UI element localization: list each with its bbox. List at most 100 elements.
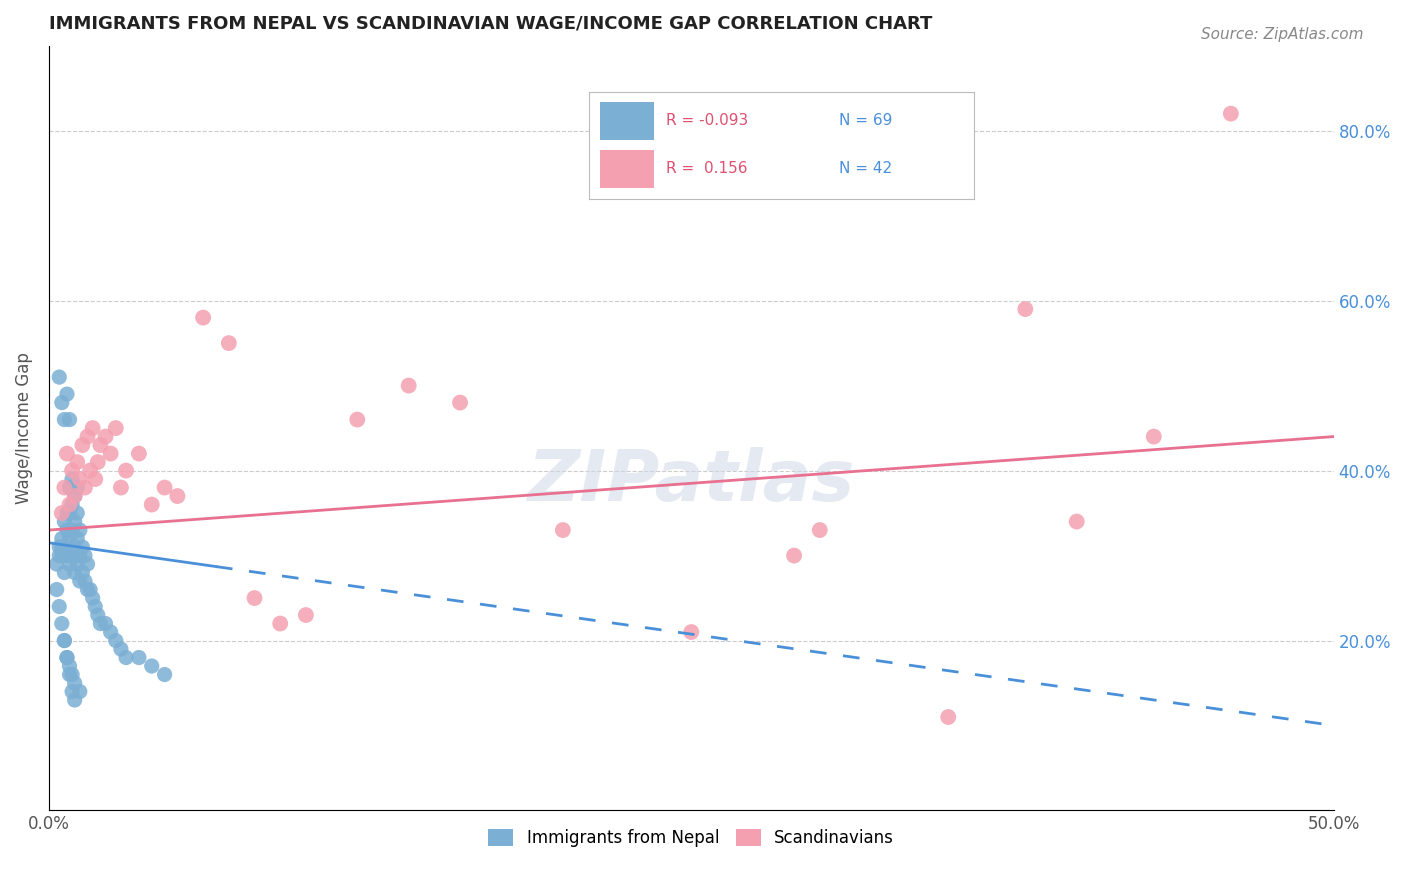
Point: [153, 481, 176, 495]
Point: [51, 532, 73, 546]
Y-axis label: Wage/Income Gap: Wage/Income Gap: [15, 352, 32, 504]
Point: [58, 659, 80, 673]
Point: [79, 464, 101, 478]
Point: [51, 395, 73, 409]
Text: ZIPatlas: ZIPatlas: [527, 447, 855, 516]
Point: [346, 412, 368, 426]
Point: [66, 532, 89, 546]
Point: [48, 370, 70, 384]
Point: [449, 395, 471, 409]
Point: [63, 540, 86, 554]
Point: [808, 523, 831, 537]
Point: [166, 489, 188, 503]
Legend: Immigrants from Nepal, Scandinavians: Immigrants from Nepal, Scandinavians: [479, 821, 903, 855]
Point: [48, 549, 70, 563]
Point: [72, 540, 94, 554]
Point: [191, 310, 214, 325]
Point: [1066, 515, 1088, 529]
Point: [104, 633, 127, 648]
Point: [110, 642, 132, 657]
Point: [84, 599, 107, 614]
Point: [53, 633, 76, 648]
Point: [66, 557, 89, 571]
Point: [681, 625, 703, 640]
Point: [87, 608, 110, 623]
Point: [58, 412, 80, 426]
Point: [100, 625, 122, 640]
Point: [53, 566, 76, 580]
Point: [66, 455, 89, 469]
Point: [72, 438, 94, 452]
Point: [56, 650, 79, 665]
Point: [56, 506, 79, 520]
Point: [58, 532, 80, 546]
Point: [783, 549, 806, 563]
Point: [53, 412, 76, 426]
Point: [243, 591, 266, 605]
Point: [56, 446, 79, 460]
Point: [551, 523, 574, 537]
Text: Source: ZipAtlas.com: Source: ZipAtlas.com: [1201, 27, 1364, 42]
Point: [45, 557, 67, 571]
Point: [58, 667, 80, 681]
Point: [66, 481, 89, 495]
Point: [76, 582, 98, 597]
Point: [89, 616, 111, 631]
Point: [60, 549, 83, 563]
Point: [69, 472, 91, 486]
Point: [398, 378, 420, 392]
Point: [295, 608, 318, 623]
Point: [1014, 302, 1036, 317]
Text: IMMIGRANTS FROM NEPAL VS SCANDINAVIAN WAGE/INCOME GAP CORRELATION CHART: IMMIGRANTS FROM NEPAL VS SCANDINAVIAN WA…: [49, 15, 932, 33]
Point: [60, 498, 83, 512]
Point: [100, 446, 122, 460]
Point: [936, 710, 959, 724]
Point: [73, 574, 96, 588]
Point: [141, 659, 163, 673]
Point: [1219, 106, 1241, 120]
Point: [63, 693, 86, 707]
Point: [94, 429, 117, 443]
Point: [82, 591, 104, 605]
Point: [128, 446, 150, 460]
Point: [104, 421, 127, 435]
Point: [76, 557, 98, 571]
Point: [56, 387, 79, 401]
Point: [94, 616, 117, 631]
Point: [115, 650, 138, 665]
Point: [115, 464, 138, 478]
Point: [60, 523, 83, 537]
Point: [56, 549, 79, 563]
Point: [53, 540, 76, 554]
Point: [53, 633, 76, 648]
Point: [63, 676, 86, 690]
Point: [128, 650, 150, 665]
Point: [73, 481, 96, 495]
Point: [48, 599, 70, 614]
Point: [72, 566, 94, 580]
Point: [110, 481, 132, 495]
Point: [51, 616, 73, 631]
Point: [63, 566, 86, 580]
Point: [69, 523, 91, 537]
Point: [53, 481, 76, 495]
Point: [79, 582, 101, 597]
Point: [51, 549, 73, 563]
Point: [89, 438, 111, 452]
Point: [141, 498, 163, 512]
Point: [66, 506, 89, 520]
Point: [84, 472, 107, 486]
Point: [82, 421, 104, 435]
Point: [69, 574, 91, 588]
Point: [60, 667, 83, 681]
Point: [73, 549, 96, 563]
Point: [58, 498, 80, 512]
Point: [58, 506, 80, 520]
Point: [218, 336, 240, 351]
Point: [63, 489, 86, 503]
Point: [63, 489, 86, 503]
Point: [51, 540, 73, 554]
Point: [51, 506, 73, 520]
Point: [58, 481, 80, 495]
Point: [153, 667, 176, 681]
